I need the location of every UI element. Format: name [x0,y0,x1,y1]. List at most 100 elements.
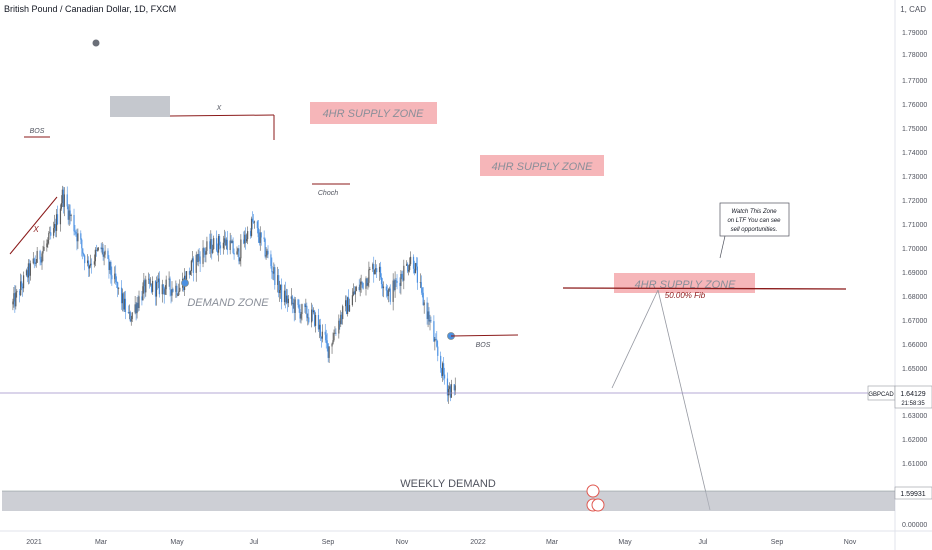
candle-down [73,214,75,232]
candle-up [273,267,275,274]
candle-up [55,214,58,231]
price-value: 1.64129 [900,391,925,398]
candle-up [155,281,158,297]
candle-up [355,286,357,291]
candle-up [429,320,431,322]
candle-down [312,309,314,313]
candle-up [197,254,199,263]
candle-up [123,298,126,310]
candle-up [294,299,296,313]
candle-up [48,233,50,240]
candle-down [211,239,213,253]
candle-down [326,340,328,344]
candle-up [178,291,180,295]
candle-up [114,273,116,280]
candle-up [59,208,62,225]
candle-up [342,306,344,320]
projection-down [657,289,711,511]
candle-up [448,386,451,390]
candle-down [172,289,174,292]
candle-down [56,214,59,225]
candle-up [345,300,347,307]
y-tick-label: 1.74000 [902,150,927,157]
candle-up [189,271,192,275]
candle-down [219,245,222,249]
candle-up [340,314,342,325]
candle-up [35,262,37,264]
candle-down [39,250,41,260]
x-tick-label: 2022 [470,539,486,546]
candle-up [143,280,145,287]
candle-down [413,268,416,274]
y-tick-label: 1.77000 [902,78,927,85]
bos-line-bottom [450,334,519,337]
candle-up [375,268,377,270]
candle-down [110,261,112,276]
candle-up [305,305,307,307]
x-tick-label: Jul [250,539,259,546]
symbol-label: GBPCAD [868,392,894,398]
candle-up [195,254,197,273]
candle-up [49,232,51,234]
candle-up [41,253,43,263]
candle-up [346,297,349,314]
candle-down [111,275,113,280]
candle-up [150,283,152,285]
candle-down [199,256,201,264]
candle-down [304,304,306,307]
candle-down [286,295,289,304]
candle-down [243,239,245,244]
candle-up [142,286,144,301]
candle-down [256,221,258,229]
candle-down [238,248,240,262]
candle-down [362,282,364,289]
candle-down [176,285,178,296]
candle-up [352,291,354,296]
y-tick-label: 1.71000 [902,222,927,229]
candle-up [338,320,340,334]
candle-up [12,301,14,305]
candle-up [348,305,351,312]
candle-up [247,231,249,240]
candle-up [388,288,390,291]
candle-up [130,319,132,322]
candle-up [414,263,417,274]
candle-down [441,368,443,377]
candle-up [360,281,362,285]
candle-down [163,288,165,295]
candle-down [28,263,30,276]
candle-up [171,289,173,296]
candle-up [454,385,456,391]
candle-down [76,233,78,242]
candle-down [102,247,104,257]
candle-down [347,297,350,312]
candle-down [306,305,308,318]
candle-up [365,278,367,289]
candle-down [232,240,234,253]
candle-down [151,283,153,292]
candle-down [252,221,255,223]
candle-up [25,270,28,276]
candle-down [82,248,84,254]
choch-label: Choch [318,190,338,197]
candle-down [361,281,363,283]
candle-up [332,340,334,344]
candle-up [223,238,225,243]
candle-down [358,286,360,291]
candle-up [394,280,396,291]
resistance-line [562,287,847,290]
candle-up [314,315,317,326]
candle-down [335,332,337,334]
x-tick-label: May [618,539,632,546]
candle-down [385,286,387,291]
candle-up [70,214,72,217]
candle-up [231,240,233,244]
candle-down [144,280,146,293]
x-tick-label: Nov [396,539,409,546]
candle-down [353,291,355,295]
candle-down [274,267,276,285]
candle-up [103,254,105,257]
y-tick-label: 1.78000 [902,52,927,59]
bos-label-bottom: BOS [476,342,491,349]
